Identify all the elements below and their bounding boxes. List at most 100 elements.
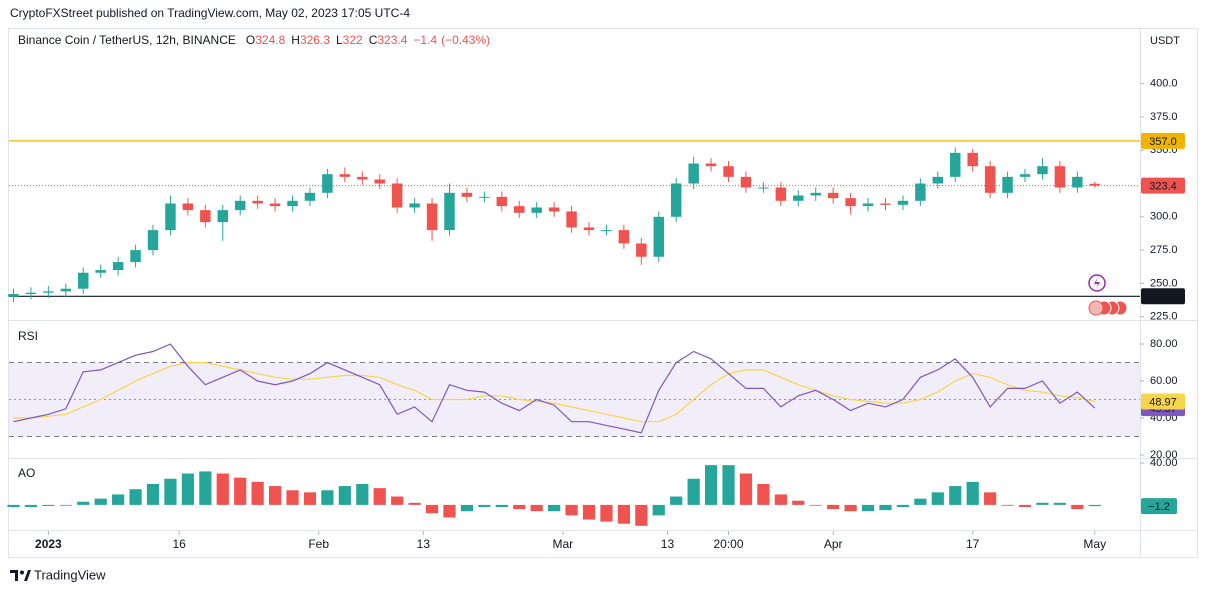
ohlc-key: L: [336, 33, 343, 47]
candle-body: [78, 272, 89, 289]
price-label: 357.0: [1149, 136, 1177, 148]
candle-body: [1002, 176, 1013, 193]
logo-mark: [20, 570, 24, 575]
event-icon: [1094, 277, 1100, 289]
x-tick-label: May: [1083, 537, 1106, 551]
candle-body: [583, 227, 595, 231]
y-tick-label: 250.0: [1150, 277, 1178, 289]
candle-body: [758, 187, 769, 189]
x-tick-label: 17: [966, 537, 980, 551]
ohlc-key: O: [246, 33, 255, 47]
candle-body: [670, 183, 682, 217]
frame: [8, 28, 1198, 558]
ao-bar: [77, 501, 90, 505]
ao-bar: [652, 504, 665, 516]
ao-bar: [687, 478, 700, 505]
candle-body: [479, 196, 490, 198]
ao-bar: [966, 481, 979, 505]
ao-bar: [931, 492, 944, 505]
event-icons: [1088, 274, 1128, 316]
price-label: 323.4: [1149, 181, 1177, 193]
candle-body: [601, 230, 612, 232]
rsi-line: [13, 343, 1096, 434]
ao-last-label: −1.2: [1148, 501, 1170, 513]
candle-body: [217, 210, 228, 223]
ao-bar: [425, 504, 439, 514]
candle-body: [25, 292, 37, 295]
ao-bar: [1036, 502, 1049, 505]
ao-bar: [251, 481, 264, 505]
price-label: 240.3: [1149, 291, 1177, 303]
ao-bar: [443, 504, 456, 518]
ao-bar: [42, 504, 55, 506]
y-tick-label: 275.0: [1150, 244, 1178, 256]
pane-title: AO: [18, 466, 35, 480]
candle-body: [1072, 176, 1083, 188]
ao-bar: [792, 500, 805, 505]
ohlc-value: 324.8: [255, 33, 285, 47]
candle-body: [234, 200, 246, 211]
candle-body: [130, 250, 141, 263]
y-tick-label: 225.0: [1150, 311, 1178, 323]
candle-body: [304, 192, 316, 201]
brand-logo: [10, 570, 31, 581]
price-label: 48.97: [1149, 396, 1177, 408]
candle-body: [897, 200, 909, 205]
ao-bar: [879, 504, 892, 511]
ao-bar: [373, 488, 386, 505]
candle-body: [287, 200, 298, 207]
ao-bar: [896, 504, 910, 507]
candle-body: [880, 203, 891, 205]
x-tick-label: Feb: [308, 537, 329, 551]
ao-label-box: [1141, 498, 1177, 515]
y-tick-label: 60.00: [1150, 375, 1178, 387]
ao-bar: [1071, 504, 1084, 510]
ao-bar: [478, 504, 491, 507]
ohlc-key: H: [291, 33, 300, 47]
candle-body: [339, 174, 351, 177]
ao-bar: [129, 489, 142, 505]
ao-bar: [914, 498, 927, 505]
candle-body: [967, 152, 978, 167]
ao-bar: [495, 504, 508, 507]
candle-body: [391, 183, 403, 208]
pane: 40.00 AO −1.2 2023 16 Feb 13 Mar 13 20:00 Apr 17 May: [7, 457, 1178, 551]
candle-body: [862, 203, 874, 207]
candle-body: [95, 270, 106, 273]
price-label-box: [1141, 132, 1185, 149]
candle-body: [1089, 183, 1100, 186]
ao-bar: [338, 486, 351, 505]
candle-body: [322, 174, 333, 193]
ao-bar: [24, 504, 38, 507]
candle-body: [548, 207, 560, 212]
publish-header: CryptoFXStreet published on TradingView.…: [10, 6, 410, 20]
candle-body: [653, 216, 664, 257]
ohlc-value: 323.4: [377, 33, 407, 47]
y-tick-label: 80.00: [1150, 338, 1178, 350]
price-label-box: [1141, 288, 1185, 305]
candle-body: [827, 192, 839, 199]
candle-body: [147, 230, 159, 251]
candle-body: [723, 166, 734, 177]
ao-bar: [635, 504, 648, 526]
ao-bar: [530, 504, 543, 512]
candle-body: [409, 203, 420, 208]
ao-bar: [565, 504, 578, 516]
ao-bar: [774, 494, 787, 505]
ao-bar: [722, 465, 735, 505]
candle-body: [1054, 166, 1066, 188]
candle-body: [43, 291, 54, 293]
ao-bar: [94, 498, 107, 505]
change-percent: (−0.43%): [441, 33, 490, 47]
ao-bar: [844, 504, 857, 512]
ohlc-key: C: [369, 33, 378, 47]
candle-body: [182, 203, 194, 211]
y-tick-label: 20.00: [1150, 449, 1178, 461]
ao-bar: [739, 473, 753, 505]
logo-mark: [10, 570, 18, 581]
candle-body: [775, 187, 787, 201]
ao-bar: [234, 477, 247, 505]
symbol-title: Binance Coin / TetherUS, 12h, BINANCE: [18, 33, 236, 47]
ao-bar: [548, 504, 561, 512]
